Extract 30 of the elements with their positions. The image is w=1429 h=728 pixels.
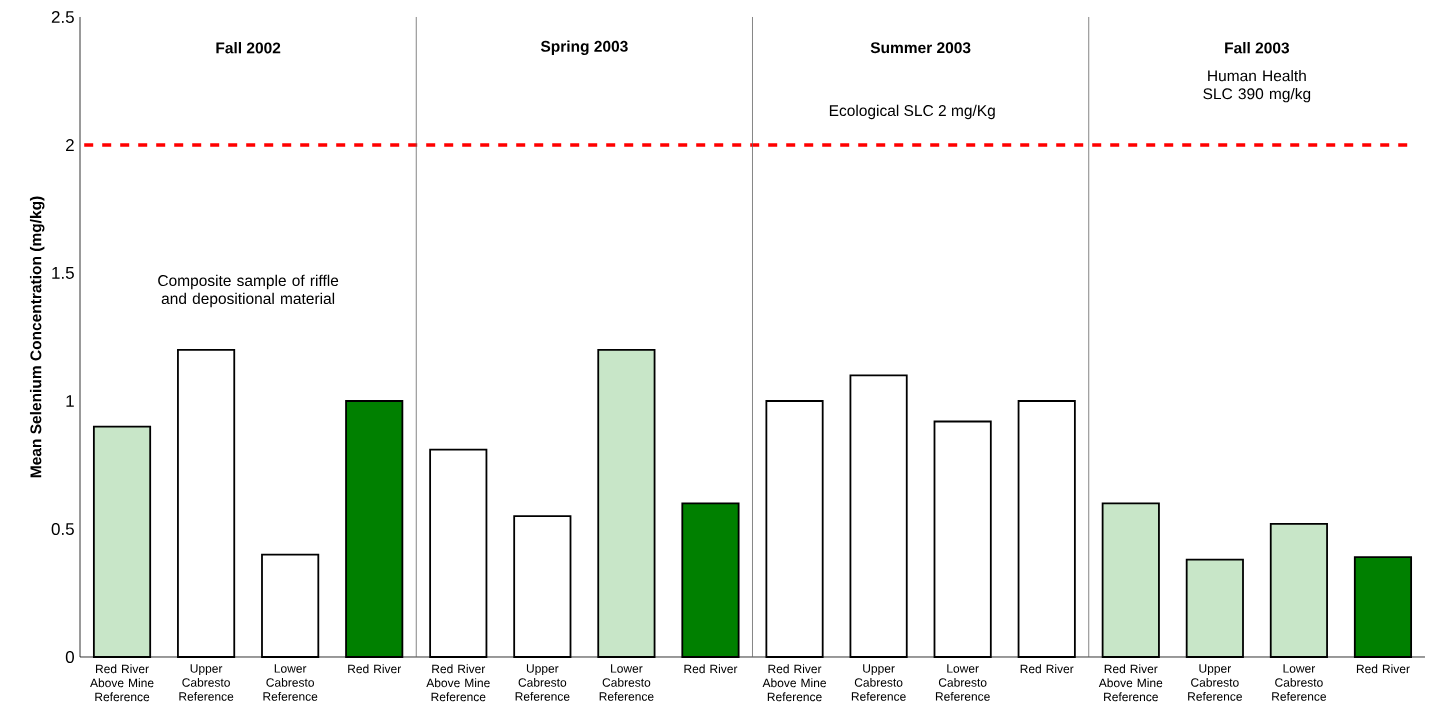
x-tick-label: Lower Cabresto Reference — [1272, 664, 1327, 701]
x-tick-label: Red River — [1356, 664, 1410, 674]
annotation: Composite sample of riffle and depositional material — [158, 274, 339, 308]
annotation: Spring 2003 — [540, 40, 628, 55]
y-tick-label: 0.5 — [51, 522, 74, 536]
y-tick-label: 2.5 — [51, 10, 74, 24]
x-tick-label: Red River — [348, 664, 402, 674]
x-tick-label: Upper Cabresto Reference — [515, 664, 570, 701]
x-tick-label: Red River Above Mine Reference — [426, 664, 490, 702]
ref-line-label: Ecological SLC 2 mg/Kg — [829, 104, 995, 120]
x-tick-label: Upper Cabresto Reference — [179, 664, 234, 701]
x-tick-label: Red River Above Mine Reference — [1098, 664, 1163, 702]
x-tick-label: Red River Above Mine Reference — [762, 664, 826, 702]
y-axis-title: Mean Selenium Concentration (mg/kg) — [29, 196, 45, 478]
y-tick-label: 1.5 — [52, 267, 74, 279]
annotation: Human Health SLC 390 mg/kg — [1203, 69, 1311, 103]
annotation: Fall 2002 — [216, 42, 281, 54]
x-tick-label: Upper Cabresto Reference — [851, 664, 906, 701]
x-tick-label: Lower Cabresto Reference — [935, 664, 990, 701]
y-tick-label: 2 — [66, 139, 74, 151]
x-tick-label: Upper Cabresto Reference — [1188, 664, 1242, 701]
x-tick-label: Red River — [684, 664, 738, 674]
x-tick-label: Lower Cabresto Reference — [263, 664, 318, 701]
annotation: Summer 2003 — [870, 42, 971, 54]
x-tick-label: Red River — [1020, 664, 1074, 674]
y-tick-label: 0 — [65, 650, 74, 664]
annotation: Fall 2003 — [1225, 42, 1290, 54]
x-tick-label: Lower Cabresto Reference — [599, 664, 654, 701]
y-tick-label: 1 — [66, 395, 74, 407]
x-tick-label: Red River Above Mine Reference — [90, 664, 154, 702]
